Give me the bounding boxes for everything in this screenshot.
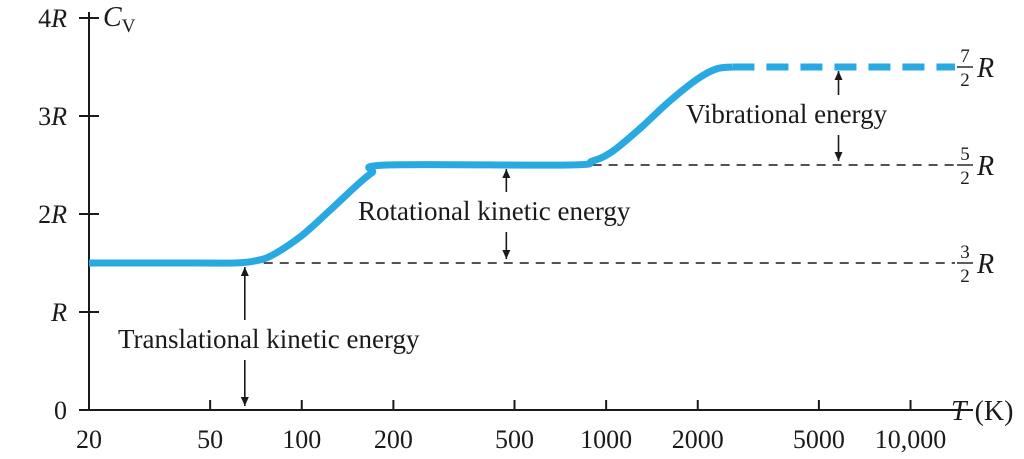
x-tick-label: 500	[495, 425, 534, 454]
y-axis-title-subscript: V	[122, 16, 136, 37]
fraction-numerator: 7	[960, 46, 970, 67]
annotation-label: Rotational kinetic energy	[358, 196, 631, 226]
x-tick-label: 100	[282, 425, 321, 454]
x-axis-title: T (K)	[951, 396, 1013, 427]
y-tick-label: 4R	[38, 4, 67, 33]
fraction-numerator: 5	[960, 144, 970, 165]
arrow-head-icon	[834, 152, 843, 161]
cv-curve-solid	[89, 63, 733, 267]
arrow-head-icon	[502, 250, 511, 259]
x-tick-label: 20	[76, 425, 102, 454]
y-tick-label: 0	[54, 396, 67, 425]
axes	[88, 12, 973, 411]
y-axis-title-symbol: C	[103, 2, 122, 33]
fraction-denominator: 2	[960, 168, 970, 189]
annotation-label: Translational kinetic energy	[118, 324, 420, 354]
y-axis-title: CV	[103, 2, 136, 37]
annotations: Translational kinetic energy Rotational k…	[118, 71, 888, 406]
arrow-head-icon	[240, 267, 249, 276]
fraction-symbol: R	[976, 151, 994, 182]
x-tick-label: 2000	[672, 425, 724, 454]
x-tick-label: 1000	[580, 425, 632, 454]
x-axis-title-unit: (K)	[975, 396, 1014, 427]
arrow-head-icon	[502, 169, 511, 178]
y-ticks: 0 R 2R 3R 4R	[38, 4, 99, 425]
annotation-label: Vibrational energy	[686, 99, 888, 129]
fraction-numerator: 3	[960, 242, 970, 263]
fraction-denominator: 2	[960, 70, 970, 91]
series-group	[89, 63, 955, 267]
x-tick-label: 10,000	[875, 425, 947, 454]
reference-lines	[263, 164, 955, 264]
fraction-symbol: R	[976, 249, 994, 280]
x-tick-label: 5000	[793, 425, 845, 454]
x-tick-label: 50	[197, 425, 223, 454]
arrow-head-icon	[834, 71, 843, 80]
fraction-symbol: R	[976, 53, 994, 84]
arrow-head-icon	[240, 397, 249, 406]
fraction-denominator: 2	[960, 266, 970, 287]
x-tick-label: 200	[374, 425, 413, 454]
y-tick-label: 3R	[38, 102, 67, 131]
y-tick-label: R	[50, 298, 67, 327]
reference-labels: 32 R52 R72 R	[957, 46, 994, 287]
x-axis-title-symbol: T	[951, 396, 969, 427]
x-ticks: 20 50 100 200 500 1000 2000 5000 10,000	[76, 400, 946, 454]
y-tick-label: 2R	[38, 200, 67, 229]
